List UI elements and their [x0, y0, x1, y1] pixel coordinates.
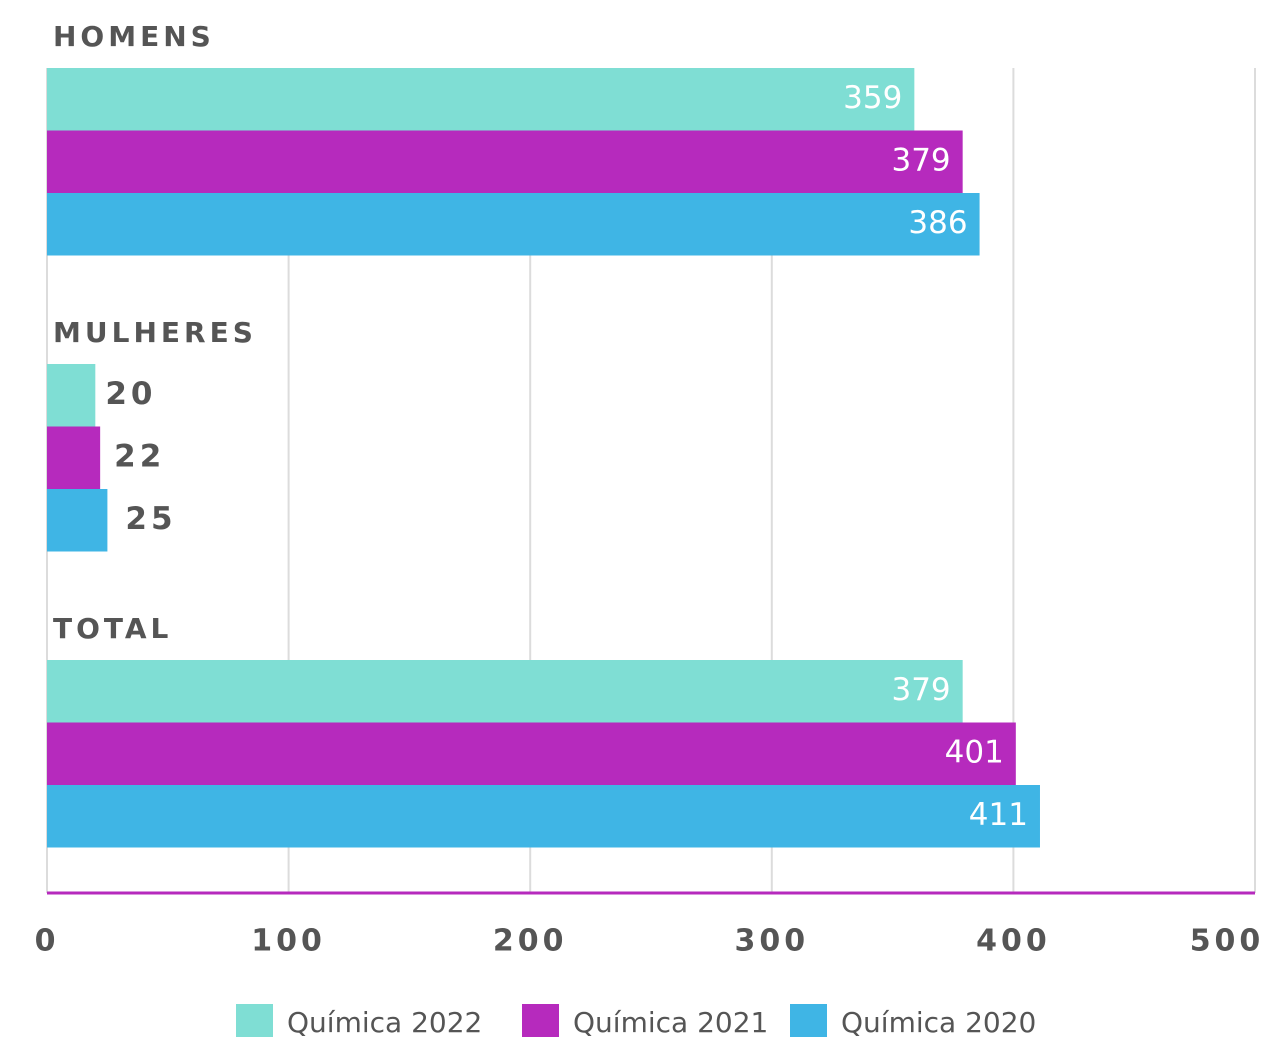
value-label: 379	[891, 142, 950, 178]
category-label: TOTAL	[53, 612, 172, 645]
legend-swatch	[790, 1004, 827, 1037]
bar	[47, 722, 1016, 785]
x-tick-label: 0	[35, 924, 60, 959]
legend-label: Química 2021	[573, 1006, 768, 1037]
x-tick-label: 300	[734, 924, 809, 959]
bar	[47, 68, 915, 131]
category-label: HOMENS	[53, 20, 215, 53]
x-tick-label: 400	[976, 924, 1051, 959]
bar	[47, 785, 1040, 848]
bar	[47, 193, 980, 256]
legend-label: Química 2020	[841, 1006, 1036, 1037]
legend-swatch	[522, 1004, 559, 1037]
value-label: 20	[105, 376, 156, 412]
value-label: 379	[891, 672, 950, 708]
legend-label: Química 2022	[287, 1006, 482, 1037]
x-tick-label: 200	[493, 924, 568, 959]
x-tick-label: 100	[251, 924, 326, 959]
bar	[47, 660, 963, 723]
value-label: 359	[843, 80, 902, 116]
bar	[47, 489, 108, 552]
x-tick-label: 500	[1190, 924, 1265, 959]
value-label: 386	[908, 205, 967, 241]
value-label: 411	[969, 797, 1028, 833]
value-label: 401	[945, 734, 1004, 770]
bar	[47, 130, 963, 193]
value-label: 25	[125, 501, 176, 537]
bar	[47, 364, 96, 427]
value-label: 22	[114, 438, 165, 474]
bar	[47, 426, 101, 489]
legend-swatch	[236, 1004, 273, 1037]
category-label: MULHERES	[53, 316, 257, 349]
